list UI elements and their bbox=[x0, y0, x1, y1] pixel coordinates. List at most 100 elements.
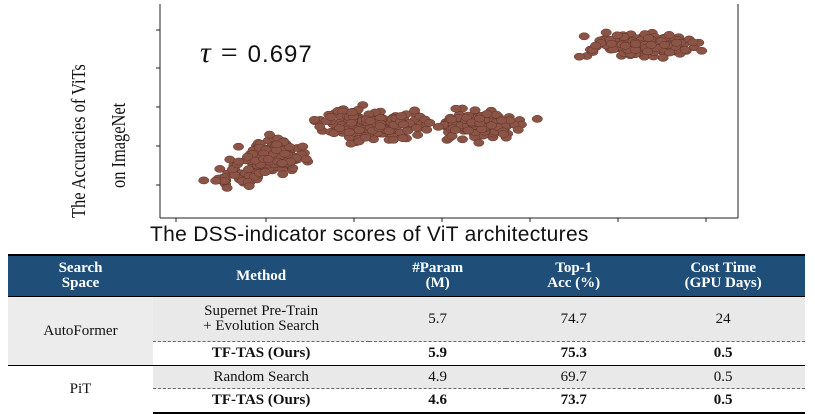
scatter-point bbox=[398, 120, 409, 129]
cell-cost: 24 bbox=[641, 296, 805, 342]
scatter-point bbox=[611, 31, 623, 40]
scatter-points bbox=[198, 28, 708, 192]
scatter-point bbox=[531, 115, 543, 123]
scatter-point bbox=[671, 38, 683, 47]
scatter-point bbox=[412, 131, 424, 139]
scatter-point bbox=[457, 135, 468, 144]
scatter-point bbox=[300, 154, 312, 163]
cell-method: Supernet Pre-Train + Evolution Search bbox=[153, 296, 370, 342]
scatter-point bbox=[696, 46, 708, 55]
cell-method: TF-TAS (Ours) bbox=[153, 388, 370, 414]
scatter-point bbox=[210, 176, 222, 185]
scatter-point bbox=[687, 38, 699, 47]
scatter-point bbox=[328, 129, 340, 138]
table-header-row: Search Space Method #Param (M) Top-1 Acc (%… bbox=[8, 254, 805, 297]
scatter-point bbox=[424, 118, 436, 127]
results-table-container: Search Space Method #Param (M) Top-1 Acc (%… bbox=[8, 254, 805, 414]
scatter-point bbox=[446, 115, 458, 124]
scatter-point bbox=[469, 106, 481, 115]
cell-method: TF-TAS (Ours) bbox=[153, 341, 370, 366]
scatter-point bbox=[473, 138, 485, 147]
scatter-point bbox=[485, 121, 497, 130]
scatter-point bbox=[409, 106, 421, 115]
cell-param: 4.9 bbox=[369, 365, 507, 389]
cell-cost: 0.5 bbox=[641, 341, 805, 366]
scatter-point bbox=[279, 149, 291, 158]
scatter-point bbox=[679, 46, 691, 54]
scatter-point bbox=[630, 40, 641, 48]
scatter-point bbox=[264, 130, 275, 139]
scatter-point bbox=[659, 41, 671, 49]
scatter-point bbox=[411, 124, 423, 132]
cell-search-space: PiT bbox=[8, 365, 154, 413]
scatter-chart: The Accuracies of ViTs on ImageNet τ = 0.6… bbox=[66, 4, 739, 246]
scatter-point bbox=[314, 122, 326, 131]
scatter-point bbox=[325, 113, 337, 121]
scatter-point bbox=[271, 140, 283, 149]
tau-value: 0.697 bbox=[247, 41, 313, 68]
scatter-point bbox=[462, 126, 474, 135]
scatter-point bbox=[481, 110, 493, 118]
scatter-point bbox=[343, 128, 355, 137]
scatter-point bbox=[259, 168, 271, 177]
scatter-point bbox=[308, 115, 320, 124]
scatter-point bbox=[284, 143, 296, 151]
scatter-point bbox=[243, 165, 254, 174]
scatter-point bbox=[374, 122, 386, 131]
scatter-point bbox=[297, 142, 309, 151]
scatter-point bbox=[214, 165, 226, 173]
axes bbox=[156, 4, 739, 222]
chart-svg bbox=[156, 4, 739, 222]
scatter-point bbox=[578, 32, 590, 41]
table-row: PiT Random Search 4.9 69.7 0.5 bbox=[8, 365, 805, 413]
scatter-point bbox=[353, 126, 365, 135]
cell-acc: 69.7 bbox=[506, 365, 642, 389]
header-search-space: Search Space bbox=[8, 254, 154, 297]
cell-cost: 0.5 bbox=[641, 365, 805, 389]
cell-cost: 0.5 bbox=[641, 388, 805, 414]
scatter-point bbox=[497, 130, 509, 138]
scatter-point bbox=[421, 125, 433, 134]
scatter-point bbox=[664, 48, 676, 57]
scatter-point bbox=[600, 28, 612, 37]
scatter-point bbox=[395, 112, 407, 120]
y-axis-label-line1: The Accuracies of ViTs bbox=[68, 64, 90, 218]
equals-sign: = bbox=[220, 36, 238, 69]
scatter-point bbox=[512, 126, 524, 134]
scatter-point bbox=[242, 152, 253, 161]
cell-method: Random Search bbox=[153, 365, 370, 389]
scatter-point bbox=[606, 39, 617, 48]
scatter-point bbox=[346, 108, 358, 117]
cell-acc: 73.7 bbox=[506, 388, 642, 414]
scatter-point bbox=[262, 155, 274, 164]
cell-acc: 75.3 bbox=[506, 341, 642, 366]
scatter-point bbox=[345, 119, 357, 127]
y-axis-label: The Accuracies of ViTs on ImageNet bbox=[66, 28, 142, 218]
results-table: Search Space Method #Param (M) Top-1 Acc (%… bbox=[8, 254, 805, 414]
scatter-point bbox=[590, 41, 602, 50]
scatter-point bbox=[334, 124, 346, 132]
scatter-point bbox=[619, 41, 631, 50]
scatter-point bbox=[642, 47, 654, 56]
scatter-point bbox=[450, 104, 462, 113]
scatter-point bbox=[642, 34, 654, 42]
header-param: #Param (M) bbox=[369, 254, 507, 297]
scatter-point bbox=[221, 184, 233, 192]
scatter-point bbox=[276, 159, 288, 167]
x-axis-label: The DSS-indicator scores of ViT architec… bbox=[150, 223, 589, 246]
scatter-point bbox=[198, 176, 210, 185]
kendall-tau-annotation: τ = 0.697 bbox=[200, 36, 313, 70]
scatter-point bbox=[243, 182, 255, 191]
scatter-point bbox=[474, 114, 485, 123]
scatter-point bbox=[663, 31, 675, 39]
scatter-point bbox=[277, 170, 289, 179]
scatter-point bbox=[364, 117, 376, 125]
scatter-point bbox=[450, 126, 461, 134]
header-cost-time: Cost Time (GPU Days) bbox=[641, 254, 805, 297]
header-top1-acc: Top-1 Acc (%) bbox=[506, 254, 642, 297]
table-row: TF-TAS (Ours) 5.9 75.3 0.5 bbox=[8, 341, 805, 366]
scatter-point bbox=[233, 157, 245, 166]
scatter-point bbox=[388, 135, 399, 144]
scatter-point bbox=[645, 41, 657, 49]
scatter-point bbox=[432, 123, 444, 131]
